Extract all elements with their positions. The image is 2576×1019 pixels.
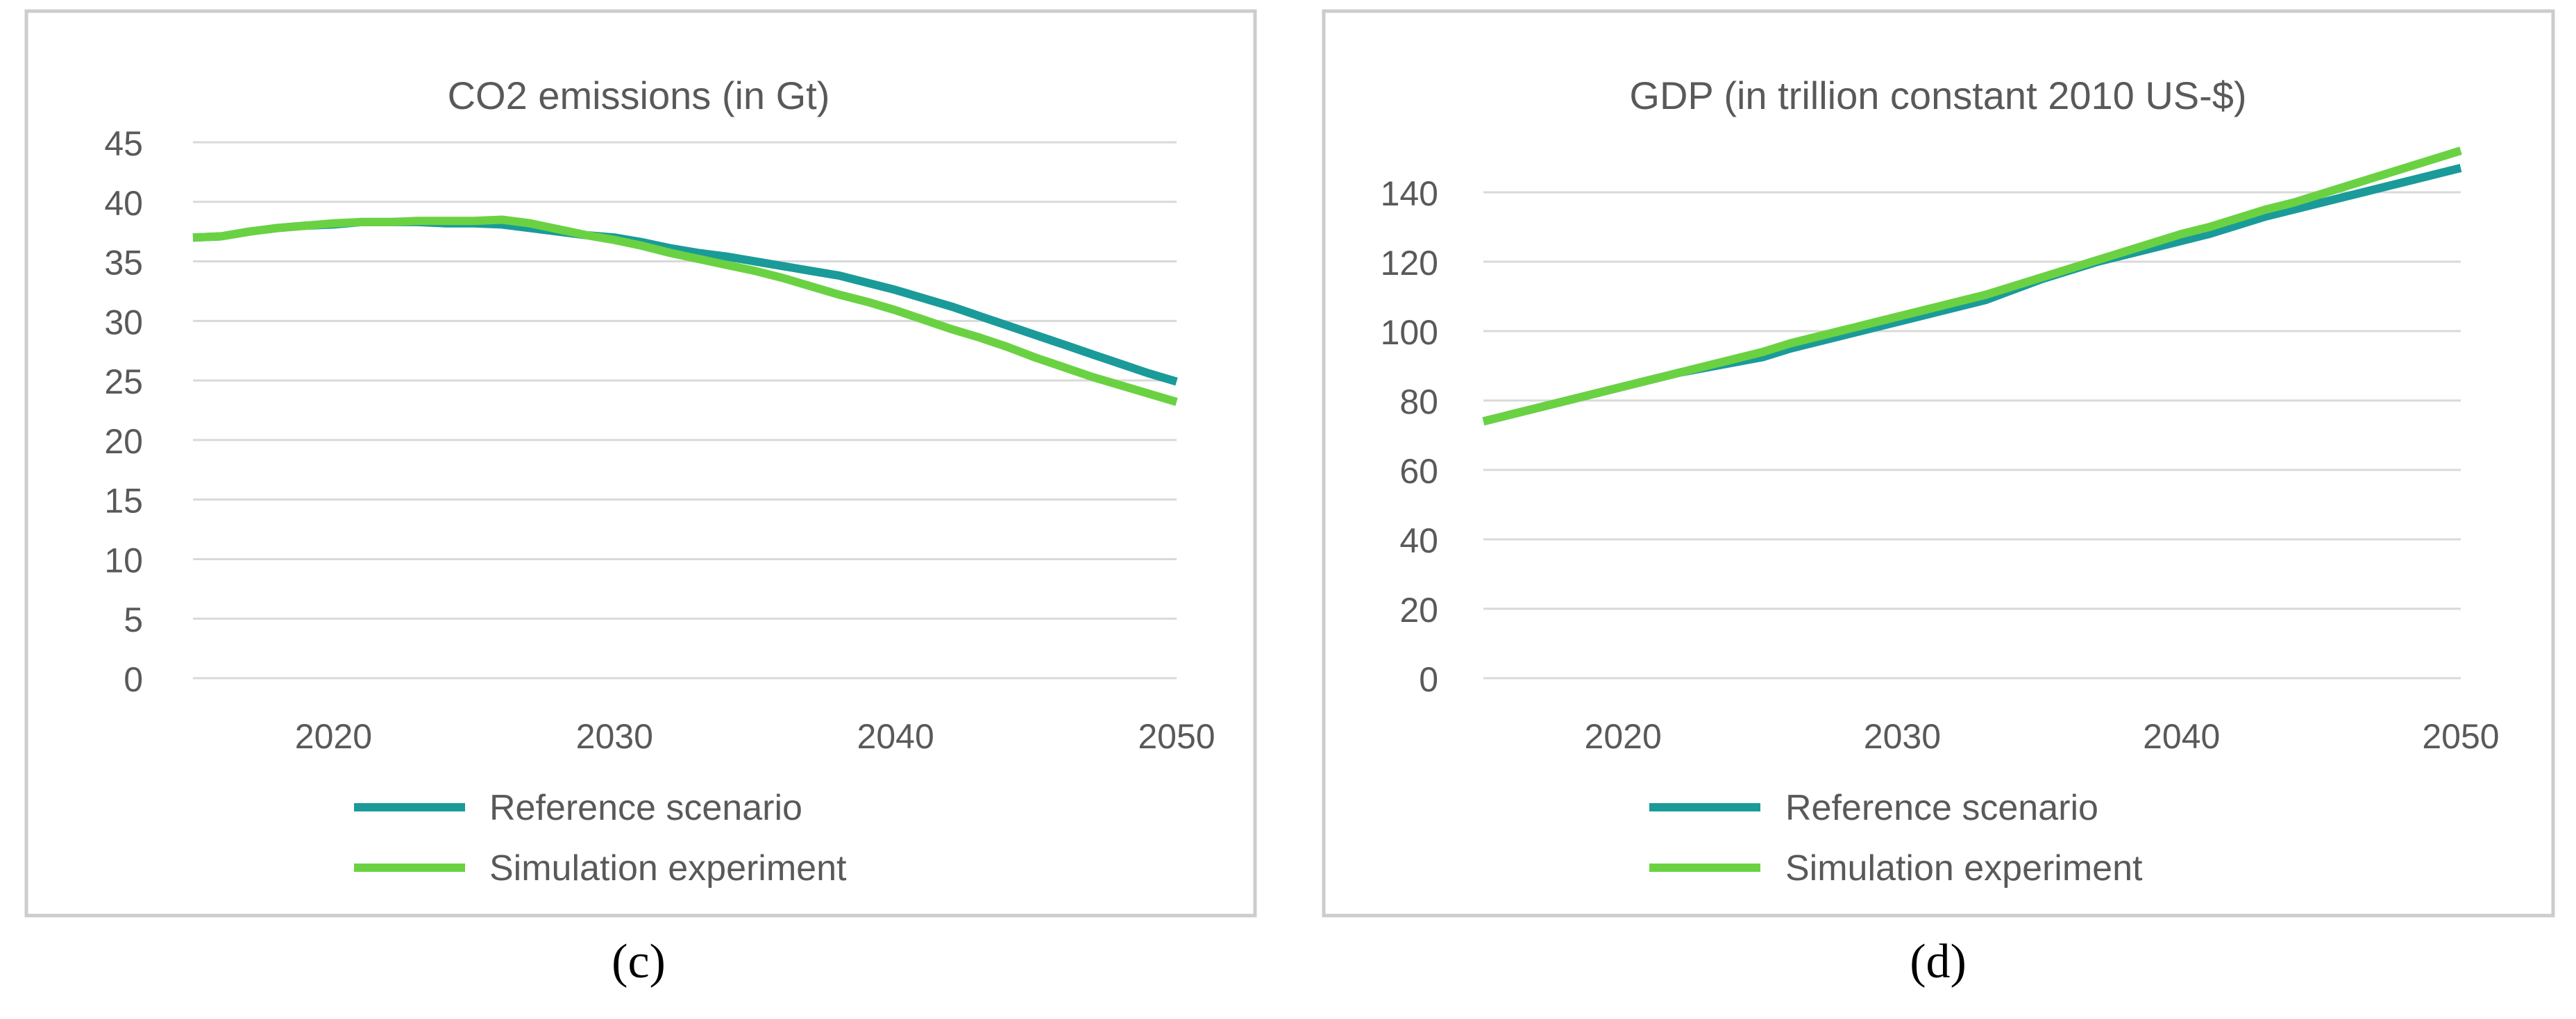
y-tick-label: 0 bbox=[1419, 660, 1438, 699]
legend-label: Simulation experiment bbox=[1785, 848, 2143, 889]
x-tick-label: 2050 bbox=[2422, 717, 2499, 756]
legend-label: Simulation experiment bbox=[489, 848, 847, 889]
panel-label: (c) bbox=[612, 935, 666, 988]
y-tick-label: 140 bbox=[1381, 174, 1438, 213]
x-tick-label: 2040 bbox=[857, 717, 934, 756]
x-tick-label: 2030 bbox=[1864, 717, 1941, 756]
series-lines bbox=[1482, 146, 2462, 426]
x-tick-label: 2020 bbox=[1585, 717, 1662, 756]
gridlines bbox=[193, 141, 1177, 680]
y-tick-label: 15 bbox=[104, 482, 143, 521]
y-tick-label: 35 bbox=[104, 244, 143, 283]
y-tick-label: 40 bbox=[104, 184, 143, 223]
legend: Reference scenario Simulation experiment bbox=[1649, 788, 2143, 889]
y-tick-label: 100 bbox=[1381, 313, 1438, 352]
chart-title: CO2 emissions (in Gt) bbox=[448, 74, 830, 117]
y-tick-label: 40 bbox=[1399, 521, 1438, 560]
y-tick-label: 10 bbox=[104, 541, 143, 580]
y-axis-tick-labels: 0 5 10 15 20 25 30 35 40 45 bbox=[104, 124, 143, 699]
legend-label: Reference scenario bbox=[1785, 788, 2098, 828]
x-tick-label: 2030 bbox=[576, 717, 653, 756]
y-axis-tick-labels: 0 20 40 60 80 100 120 140 bbox=[1381, 174, 1438, 699]
gridlines bbox=[1483, 191, 2461, 680]
chart-frame bbox=[1322, 9, 2555, 918]
y-tick-label: 5 bbox=[124, 600, 143, 639]
y-tick-label: 25 bbox=[104, 362, 143, 401]
series-line-simulation-experiment bbox=[192, 215, 1178, 406]
x-axis-tick-labels: 2020 2030 2040 2050 bbox=[295, 717, 1215, 756]
panel-label: (d) bbox=[1910, 935, 1967, 988]
y-tick-label: 120 bbox=[1381, 244, 1438, 283]
x-tick-label: 2050 bbox=[1138, 717, 1215, 756]
chart-title: GDP (in trillion constant 2010 US-$) bbox=[1629, 74, 2246, 117]
x-axis-tick-labels: 2020 2030 2040 2050 bbox=[1585, 717, 2500, 756]
legend-label: Reference scenario bbox=[489, 788, 802, 828]
chart-frame bbox=[24, 9, 1257, 918]
x-tick-label: 2020 bbox=[295, 717, 372, 756]
y-tick-label: 30 bbox=[104, 303, 143, 342]
y-tick-label: 60 bbox=[1399, 452, 1438, 491]
y-tick-label: 0 bbox=[124, 660, 143, 699]
y-tick-label: 45 bbox=[104, 124, 143, 163]
series-line-simulation-experiment bbox=[1482, 146, 2462, 426]
y-tick-label: 20 bbox=[104, 422, 143, 461]
x-tick-label: 2040 bbox=[2143, 717, 2220, 756]
legend: Reference scenario Simulation experiment bbox=[354, 788, 847, 889]
series-lines bbox=[192, 215, 1178, 406]
chart-co2-emissions: CO2 emissions (in Gt) 0 5 10 15 20 25 30 35 40 45… bbox=[24, 9, 1257, 988]
y-tick-label: 80 bbox=[1399, 382, 1438, 421]
y-tick-label: 20 bbox=[1399, 591, 1438, 630]
chart-gdp: GDP (in trillion constant 2010 US-$) 0 20… bbox=[1322, 9, 2555, 988]
